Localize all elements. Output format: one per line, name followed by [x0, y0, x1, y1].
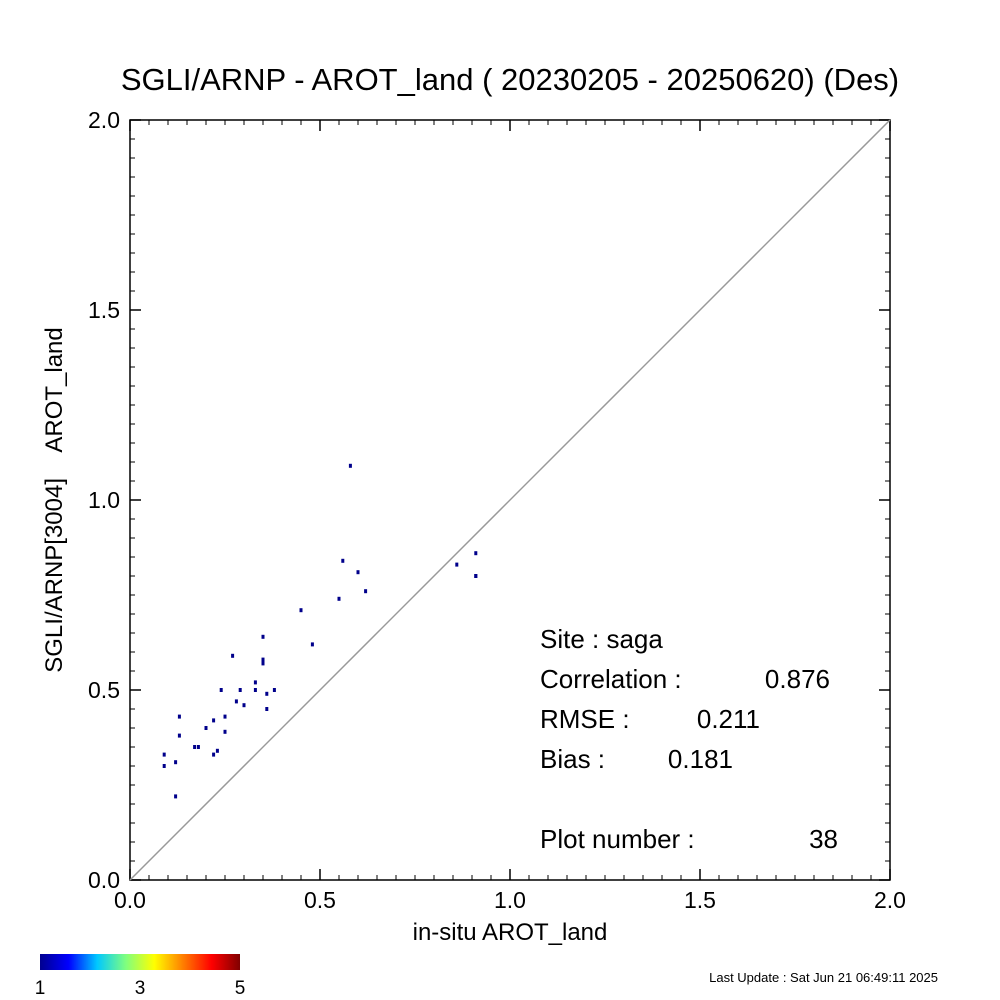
plot-number-value: 38 [809, 824, 838, 854]
scatter-point [234, 699, 238, 704]
scatter-point [174, 794, 178, 799]
colorbar-label: 3 [135, 978, 146, 999]
stats-box: Site : saga Correlation : 0.876 RMSE : 0… [540, 624, 838, 854]
scatter-point [231, 653, 235, 658]
last-update-text: Last Update : Sat Jun 21 06:49:11 2025 [709, 970, 938, 985]
scatter-point [265, 707, 269, 711]
y-axis-label: SGLI/ARNP[3004] AROT_land [41, 327, 68, 673]
y-tick-label: 2.0 [88, 107, 120, 133]
site-label: Site : saga [540, 624, 663, 654]
scatter-point [238, 688, 242, 692]
bias-value: 0.181 [668, 744, 733, 774]
rmse-value: 0.211 [697, 704, 760, 734]
y-tick-label: 0.0 [88, 867, 120, 893]
scatter-point [212, 718, 216, 723]
scatter-point [204, 726, 208, 730]
x-tick-label: 2.0 [874, 887, 906, 913]
scatter-point [341, 558, 345, 563]
scatter-point [253, 688, 257, 692]
y-tick-label: 0.5 [88, 677, 120, 703]
scatter-point [261, 657, 265, 662]
scatter-point [196, 745, 200, 749]
scatter-point [356, 570, 360, 575]
scatter-point [272, 688, 276, 692]
chart-title: SGLI/ARNP - AROT_land ( 20230205 - 20250… [121, 62, 899, 97]
scatter-point [162, 752, 166, 757]
scatter-point [455, 562, 459, 567]
scatter-point [212, 752, 216, 757]
scatter-point [162, 764, 166, 768]
scatter-point [364, 589, 368, 594]
major-ticks [129, 119, 891, 881]
scatter-point [219, 688, 223, 692]
y-tick-label: 1.5 [88, 297, 120, 323]
scatter-point [174, 760, 178, 765]
bias-label: Bias : [540, 744, 605, 774]
minor-ticks [130, 120, 890, 880]
scatter-point [299, 608, 303, 613]
scatter-point [310, 642, 314, 647]
colorbar [40, 954, 240, 970]
plot-number-label: Plot number : [540, 824, 695, 854]
colorbar-label: 1 [35, 978, 46, 999]
scatter-point [337, 596, 341, 601]
x-tick-label: 1.0 [494, 887, 526, 913]
scatter-point [474, 551, 478, 556]
scatter-point [253, 680, 257, 685]
scatter-point [177, 733, 181, 738]
scatter-point [474, 574, 478, 578]
scatter-point [223, 714, 227, 719]
scatter-point [261, 661, 265, 666]
scatter-point [193, 745, 197, 749]
correlation-label: Correlation : [540, 664, 682, 694]
scatter-point [177, 714, 181, 719]
x-tick-label: 0.0 [114, 887, 146, 913]
correlation-value: 0.876 [765, 664, 830, 694]
scatter-point [242, 703, 246, 708]
y-tick-labels: 0.0 0.5 1.0 1.5 2.0 [88, 107, 120, 893]
scatter-point [223, 729, 227, 734]
colorbar-labels: 1 3 5 [35, 978, 246, 999]
data-points [162, 463, 478, 799]
scatter-point [215, 748, 219, 753]
x-axis-label: in-situ AROT_land [413, 919, 608, 946]
scatter-point [348, 463, 352, 468]
rmse-label: RMSE : [540, 704, 630, 734]
scatter-point [261, 634, 265, 639]
colorbar-label: 5 [235, 978, 246, 999]
y-tick-label: 1.0 [88, 487, 120, 513]
x-tick-label: 0.5 [304, 887, 336, 913]
scatter-point [265, 691, 269, 696]
x-tick-label: 1.5 [684, 887, 716, 913]
one-to-one-line [129, 119, 891, 881]
x-tick-labels: 0.0 0.5 1.0 1.5 2.0 [114, 887, 906, 913]
